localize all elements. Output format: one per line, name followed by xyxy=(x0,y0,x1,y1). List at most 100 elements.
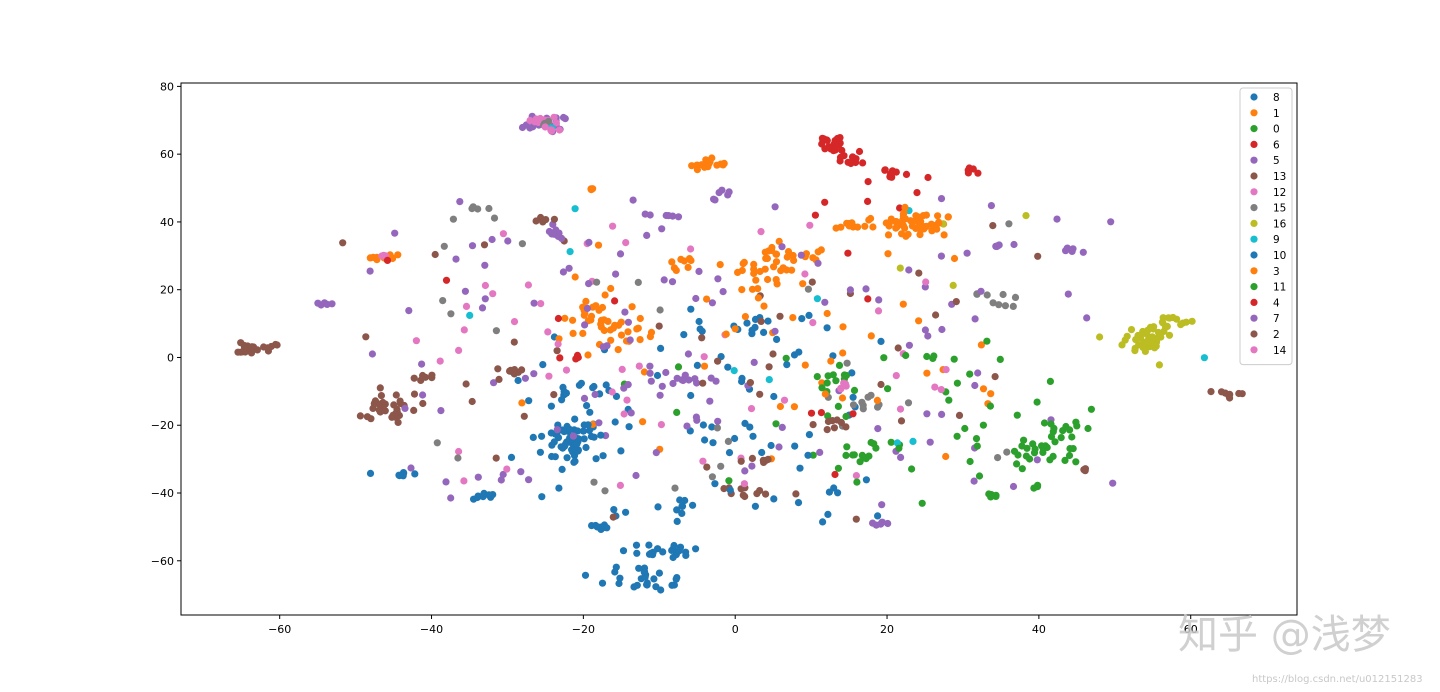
data-point xyxy=(789,314,797,322)
data-point xyxy=(850,386,859,394)
data-point xyxy=(590,433,598,441)
data-point xyxy=(538,493,546,501)
data-point xyxy=(767,441,775,450)
data-point xyxy=(1159,319,1167,327)
data-point xyxy=(765,376,773,384)
data-point xyxy=(547,127,556,135)
data-point xyxy=(580,394,589,402)
data-point xyxy=(761,265,769,273)
data-point xyxy=(584,351,592,359)
data-point xyxy=(632,471,640,480)
data-point xyxy=(494,365,502,373)
data-point xyxy=(405,307,413,315)
data-point xyxy=(809,421,817,429)
data-point xyxy=(696,325,704,333)
data-point xyxy=(636,336,644,344)
data-point xyxy=(963,249,971,257)
data-point xyxy=(758,448,766,457)
data-point xyxy=(635,362,643,370)
data-point xyxy=(986,402,995,410)
data-point xyxy=(931,383,939,391)
data-point xyxy=(1018,465,1026,473)
data-point xyxy=(611,568,619,576)
data-point xyxy=(953,379,962,387)
data-point xyxy=(569,316,577,324)
data-point xyxy=(823,309,831,318)
watermark: 知乎 @浅梦 https://blog.csdn.net/u012151283 xyxy=(1178,612,1423,685)
data-point xyxy=(490,214,499,222)
data-point xyxy=(556,354,564,362)
data-point xyxy=(953,432,961,440)
data-point xyxy=(366,254,374,262)
data-point xyxy=(598,579,607,587)
data-point xyxy=(855,147,864,156)
data-point xyxy=(874,403,882,411)
data-point xyxy=(652,449,660,457)
data-point xyxy=(833,416,841,424)
data-point xyxy=(767,246,775,254)
data-point xyxy=(1057,434,1065,442)
data-point xyxy=(1207,388,1215,396)
data-point xyxy=(510,318,519,326)
data-point xyxy=(738,377,746,386)
data-point xyxy=(762,490,770,498)
data-point xyxy=(1072,458,1080,466)
data-point xyxy=(761,248,769,256)
data-point xyxy=(869,223,877,231)
data-point xyxy=(714,357,722,365)
data-point xyxy=(647,377,655,385)
data-point xyxy=(635,564,643,572)
data-point xyxy=(447,310,455,318)
data-point xyxy=(645,550,654,558)
data-point xyxy=(563,454,571,462)
data-point xyxy=(977,341,986,349)
data-point xyxy=(843,443,851,451)
data-point xyxy=(979,385,988,393)
data-point xyxy=(466,311,474,319)
data-point xyxy=(901,224,909,232)
data-point xyxy=(1188,317,1196,325)
data-point xyxy=(798,315,806,323)
data-point xyxy=(1096,333,1104,341)
data-point xyxy=(867,332,875,340)
data-point xyxy=(646,369,654,377)
data-point xyxy=(640,368,649,376)
data-point xyxy=(1053,215,1061,223)
data-point xyxy=(849,401,858,409)
data-point xyxy=(454,454,462,462)
legend-marker xyxy=(1250,235,1258,243)
data-point xyxy=(794,499,803,507)
data-point xyxy=(541,123,549,131)
data-point xyxy=(897,417,906,425)
data-point xyxy=(817,409,826,417)
data-point xyxy=(538,432,546,440)
data-point xyxy=(1041,442,1050,450)
data-point xyxy=(591,390,599,399)
data-point xyxy=(440,242,448,250)
data-point xyxy=(1157,333,1165,341)
data-point xyxy=(896,204,904,212)
data-point xyxy=(624,328,632,336)
data-point xyxy=(619,547,628,555)
data-point xyxy=(695,317,703,326)
data-point xyxy=(1165,331,1174,339)
data-point xyxy=(669,553,677,562)
data-point xyxy=(536,448,545,456)
data-point xyxy=(1009,302,1017,310)
data-point xyxy=(924,173,932,182)
data-point xyxy=(599,452,607,460)
data-point xyxy=(607,284,615,293)
series-16 xyxy=(896,212,1196,369)
data-point xyxy=(554,340,562,348)
data-point xyxy=(611,321,619,329)
data-point xyxy=(790,403,799,411)
data-point xyxy=(975,472,984,480)
data-point xyxy=(670,541,678,550)
data-point xyxy=(692,545,700,553)
data-point xyxy=(339,239,347,247)
data-point xyxy=(972,435,981,443)
x-tick-label: −60 xyxy=(268,623,291,636)
data-point xyxy=(1079,248,1087,256)
data-point xyxy=(944,213,952,221)
legend-label: 2 xyxy=(1273,329,1280,341)
